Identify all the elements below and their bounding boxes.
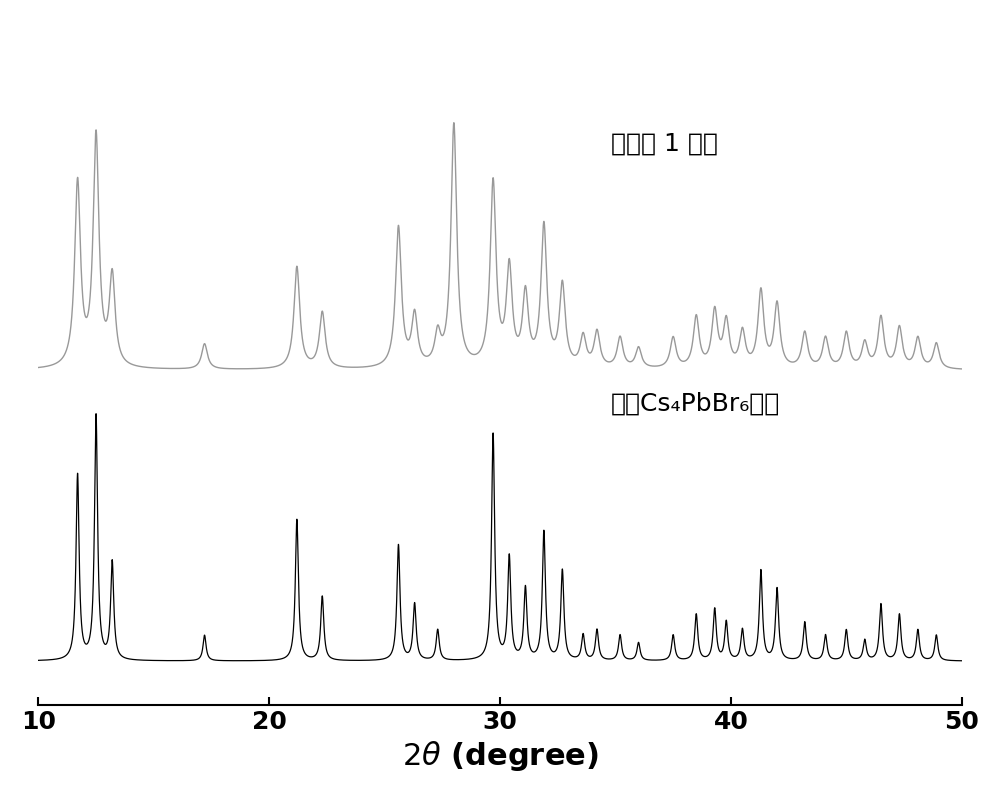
Text: 标准Cs₄PbBr₆卡片: 标准Cs₄PbBr₆卡片 [611,391,780,416]
X-axis label: $2\theta$ (degree): $2\theta$ (degree) [402,739,598,773]
Text: 实施例 1 产物: 实施例 1 产物 [611,132,718,156]
